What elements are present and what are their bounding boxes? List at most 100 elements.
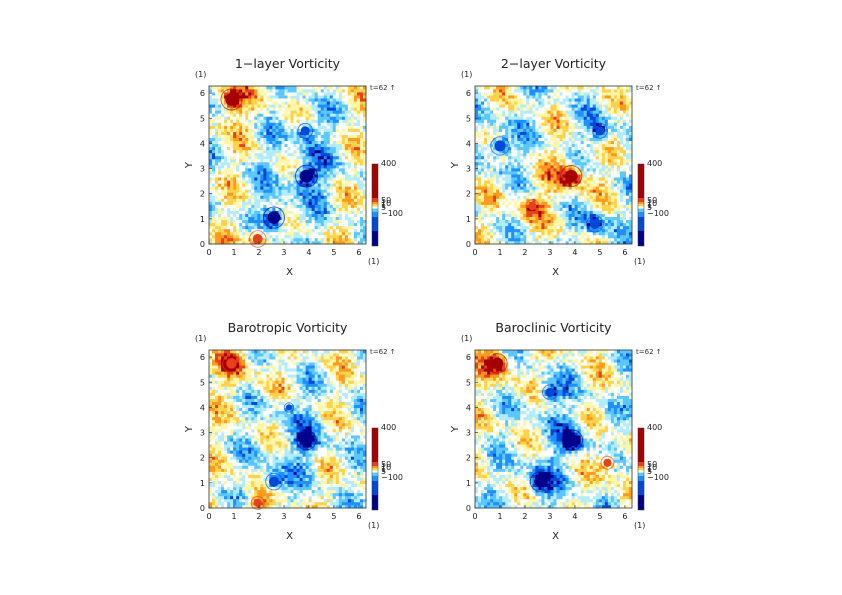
colorbar-segment [372,202,378,204]
colorbar-tick-label: 5 [381,203,386,212]
y-axis-label: Y [184,425,195,433]
vortex-core [545,387,555,397]
colorbar-segment [372,466,378,468]
colorbar-segment [638,476,644,481]
panel-1: 1−layer Vorticity 0 1 2 3 4 5 6 0 1 2 3 4 5 6 X Y (1) (1) t… [184,56,403,278]
vortex-ring [490,136,510,156]
y-tick-label: 3 [200,165,205,174]
plot-frame [474,85,633,245]
time-label: t=62 ↑ [636,348,662,356]
colorbar-segment [372,495,378,510]
colorbar-segment [638,468,644,470]
colorbar-segment [638,231,644,246]
x-tick-label: 4 [572,512,577,521]
vortex-ring [525,199,540,214]
colorbar-tick-label: 400 [381,423,396,432]
vorticity-field [209,350,367,510]
y-tick-label: 5 [200,378,205,387]
y-tick-label: 1 [200,215,205,224]
time-label: t=62 ↑ [370,84,396,92]
colorbar-tick-label: 400 [647,423,662,432]
y-tick-label: 5 [200,114,205,123]
colorbar-tick-label: 10 [381,199,391,208]
vortex-core [252,233,263,244]
y-tick-label: 0 [466,240,471,249]
y-tick-label: 5 [466,378,471,387]
colorbar-segment [372,473,378,476]
x-tick-label: 0 [472,512,477,521]
x-unit-label: (1) [634,257,645,266]
x-tick-label: 5 [331,248,336,257]
colorbar-segment [372,428,378,462]
colorbar-segment [372,164,378,198]
y-tick-label: 2 [466,454,471,463]
colorbar-segment [638,217,644,231]
y-tick-label: 0 [466,504,471,513]
y-tick-label: 6 [200,353,205,362]
colorbar-tick-label: 10 [647,463,657,472]
vortex-ring [296,429,317,451]
y-axis-label: Y [184,161,195,169]
vortex-core [491,357,504,370]
vortex-ring [529,471,551,492]
vortex-core [267,211,281,224]
x-axis-label: X [552,267,559,278]
panel-title: 1−layer Vorticity [235,56,341,71]
vortex-ring [262,206,286,229]
colorbar-segment [638,495,644,510]
colorbar-segment [372,212,378,217]
colorbar-segment [372,206,378,207]
colorbar-segment [638,202,644,204]
x-tick-label: 2 [522,248,527,257]
y-tick-label: 6 [466,89,471,98]
colorbar-segment [638,428,644,462]
time-label: t=62 ↑ [370,348,396,356]
colorbar-tick-label: −100 [381,209,403,218]
vortex-ring [294,164,318,188]
y-axis-label: Y [450,161,461,169]
x-tick-label: 3 [547,512,552,521]
colorbar-segment [638,212,644,217]
y-tick-label: 2 [200,454,205,463]
x-tick-label: 2 [256,248,261,257]
y-tick-label: 3 [466,429,471,438]
vortex-core [589,218,600,229]
colorbar-segment [638,471,644,472]
x-tick-label: 3 [547,248,552,257]
x-unit-label: (1) [368,521,379,530]
x-tick-label: 1 [231,512,236,521]
x-tick-label: 0 [206,512,211,521]
x-tick-label: 6 [356,248,361,257]
x-tick-label: 4 [306,248,311,257]
colorbar-tick-label: 1 [381,465,386,474]
x-tick-label: 3 [281,512,286,521]
panel-title: 2−layer Vorticity [501,56,607,71]
y-tick-label: 0 [200,504,205,513]
y-tick-label: 2 [466,190,471,199]
y-tick-label: 1 [200,479,205,488]
colorbar-segment [638,207,644,208]
y-tick-label: 4 [466,403,471,412]
vortex-core [566,434,579,447]
colorbar-segment [638,206,644,207]
vortex-core [300,434,313,446]
x-axis-label: X [552,531,559,542]
y-unit-label: (1) [461,70,472,79]
x-tick-label: 0 [206,248,211,257]
y-tick-label: 1 [466,215,471,224]
vortex-ring [487,353,508,374]
panel-4: Baroclinic Vorticity 0 1 2 3 4 5 6 0 1 2 3 4 5 6 X Y (1) (… [450,320,669,542]
vortex-core [494,140,506,152]
x-tick-label: 1 [497,248,502,257]
colorbar-tick-label: 1 [647,465,652,474]
colorbar-tick-label: 5 [381,467,386,476]
colorbar-tick-label: 50 [647,196,657,205]
x-tick-label: 3 [281,248,286,257]
colorbar-tick-label: 5 [647,467,652,476]
colorbar-segment [372,481,378,495]
y-tick-label: 6 [466,353,471,362]
vortex-ring [220,88,243,111]
